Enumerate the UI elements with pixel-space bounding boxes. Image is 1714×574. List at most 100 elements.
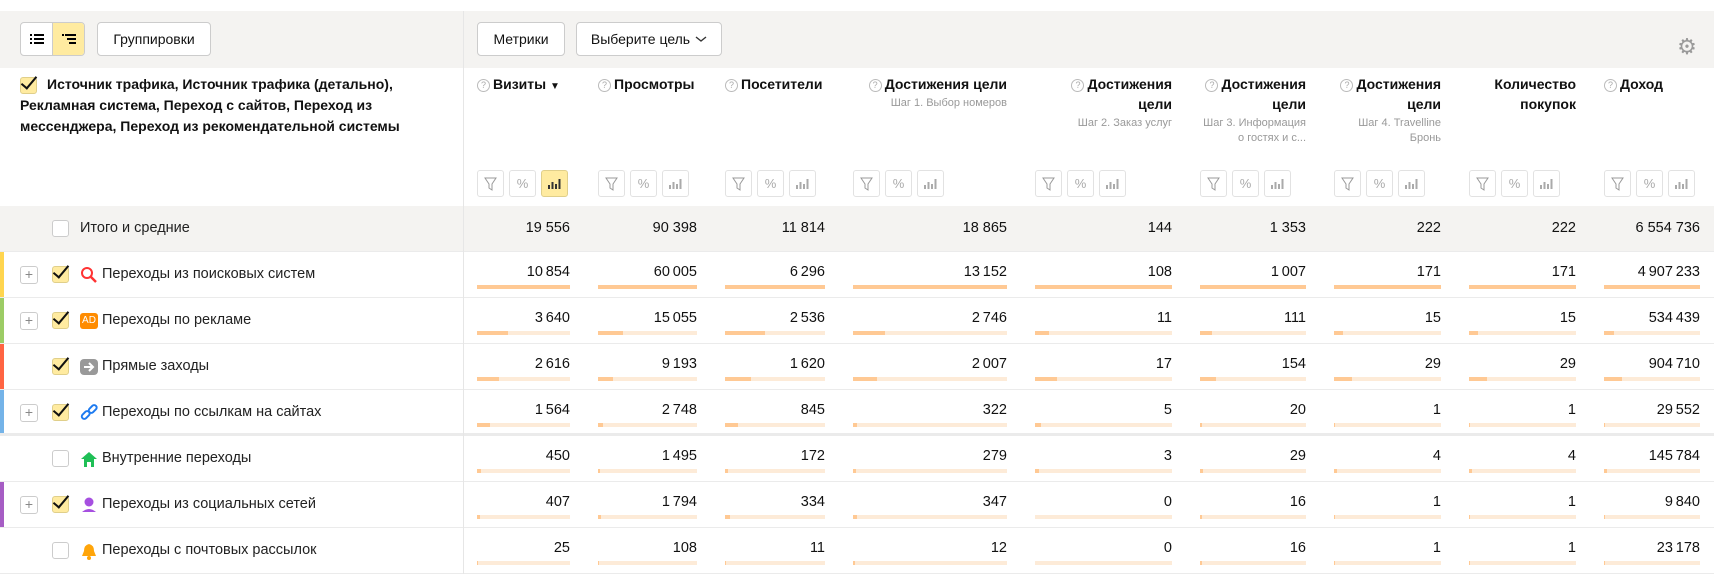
row-checkbox[interactable]	[52, 266, 69, 283]
value-bar-fill	[1035, 469, 1039, 473]
percent-icon[interactable]: %	[1501, 170, 1528, 197]
row-checkbox[interactable]	[52, 312, 69, 329]
tree-view-button[interactable]	[52, 23, 84, 55]
filter-icon[interactable]	[598, 170, 625, 197]
filter-icon[interactable]	[725, 170, 752, 197]
column-header[interactable]: ? Посетители	[725, 74, 825, 94]
row-value: 3 640	[534, 310, 570, 326]
bars-icon[interactable]	[789, 170, 816, 197]
bars-icon[interactable]	[917, 170, 944, 197]
column-tools: %	[725, 170, 816, 197]
row-value: 1	[1567, 402, 1576, 418]
percent-icon[interactable]: %	[1636, 170, 1663, 197]
help-icon[interactable]: ?	[477, 79, 490, 92]
column-tools: %	[477, 170, 568, 197]
column-header[interactable]: ? Достижения цели Шаг 1. Выбор номеров	[853, 74, 1007, 111]
bars-icon[interactable]	[1533, 170, 1560, 197]
table-row[interactable]: + AD Переходы по рекламе 3 640 15 055 2 536 2 …	[0, 298, 1714, 344]
value-bar	[598, 561, 697, 565]
expand-button[interactable]: +	[20, 312, 38, 330]
percent-icon[interactable]: %	[1067, 170, 1094, 197]
column-subtitle: Шаг 4. Travelline Бронь	[1358, 117, 1441, 144]
percent-icon[interactable]: %	[757, 170, 784, 197]
value-bar	[598, 285, 697, 289]
filter-icon[interactable]	[1604, 170, 1631, 197]
help-icon[interactable]: ?	[1604, 79, 1617, 92]
column-header[interactable]: ? Достижения цели Шаг 2. Заказ услуг	[1035, 74, 1172, 131]
table-row[interactable]: + Переходы по ссылкам на сайтах 1 564 2 748…	[0, 390, 1714, 436]
gear-icon[interactable]: ⚙	[1677, 34, 1697, 59]
value-bar	[477, 377, 570, 381]
filter-icon[interactable]	[1035, 170, 1062, 197]
filter-icon[interactable]	[477, 170, 504, 197]
value-bar-fill	[1604, 469, 1607, 473]
filter-icon[interactable]	[1334, 170, 1361, 197]
row-checkbox[interactable]	[52, 542, 69, 559]
expand-button[interactable]: +	[20, 496, 38, 514]
row-value: 60 005	[653, 264, 697, 280]
bars-icon[interactable]	[1099, 170, 1126, 197]
column-header[interactable]: ? Просмотры	[598, 74, 697, 94]
table-row[interactable]: Внутренние переходы 450 1 495 172 279 3 29 4 4 14…	[0, 436, 1714, 482]
groupings-button[interactable]: Группировки	[97, 22, 211, 56]
value-bar-fill	[477, 377, 500, 381]
row-color-stripe	[0, 482, 4, 527]
total-value: 19 556	[525, 220, 570, 236]
percent-icon[interactable]: %	[630, 170, 657, 197]
totals-row: Итого и средние 19 556 90 398 11 814 18 865…	[0, 206, 1714, 252]
filter-icon[interactable]	[853, 170, 880, 197]
column-title: Достижения цели	[1356, 76, 1441, 112]
row-value: 15 055	[653, 310, 697, 326]
sort-desc-icon[interactable]: ▼	[550, 81, 560, 92]
table-row[interactable]: + Переходы из поисковых систем 10 854 60 00…	[0, 252, 1714, 298]
value-bar-fill	[1469, 515, 1471, 519]
bars-icon[interactable]	[541, 170, 568, 197]
help-icon[interactable]: ?	[1071, 79, 1085, 92]
column-header[interactable]: Количество покупок	[1469, 74, 1576, 114]
help-icon[interactable]: ?	[598, 79, 611, 92]
value-bar	[1604, 285, 1700, 289]
table-row[interactable]: Переходы с почтовых рассылок 25 108 11 12 0 16…	[0, 528, 1714, 574]
totals-checkbox[interactable]	[52, 220, 69, 237]
goal-select[interactable]: Выберите цель	[576, 22, 722, 56]
percent-icon[interactable]: %	[885, 170, 912, 197]
expand-button[interactable]: +	[20, 266, 38, 284]
table-row[interactable]: Прямые заходы 2 616 9 193 1 620 2 007 17 154 29…	[0, 344, 1714, 390]
bars-icon[interactable]	[1398, 170, 1425, 197]
column-header[interactable]: ? Достижения цели Шаг 3. Информация о гост…	[1200, 74, 1306, 146]
help-icon[interactable]: ?	[1205, 79, 1219, 92]
value-bar	[598, 377, 697, 381]
value-bar	[1200, 469, 1306, 473]
row-checkbox[interactable]	[52, 450, 69, 467]
row-checkbox[interactable]	[52, 358, 69, 375]
percent-icon[interactable]: %	[1232, 170, 1259, 197]
list-view-button[interactable]	[21, 23, 52, 55]
help-icon[interactable]: ?	[868, 79, 882, 92]
percent-icon[interactable]: %	[509, 170, 536, 197]
metrics-button[interactable]: Метрики	[477, 22, 565, 56]
bars-icon[interactable]	[662, 170, 689, 197]
expand-button[interactable]: +	[20, 404, 38, 422]
help-icon[interactable]: ?	[1340, 79, 1354, 92]
value-bar	[853, 285, 1007, 289]
bars-icon[interactable]	[1668, 170, 1695, 197]
value-bar-fill	[598, 285, 697, 289]
value-bar	[1604, 561, 1700, 565]
column-tools: %	[598, 170, 689, 197]
filter-icon[interactable]	[1200, 170, 1227, 197]
percent-icon[interactable]: %	[1366, 170, 1393, 197]
view-toggle[interactable]	[20, 22, 85, 56]
row-checkbox[interactable]	[52, 404, 69, 421]
value-bar	[477, 423, 570, 427]
bars-icon[interactable]	[1264, 170, 1291, 197]
column-header[interactable]: ? Визиты ▼	[477, 74, 570, 97]
value-bar-fill	[598, 561, 600, 565]
table-row[interactable]: + Переходы из социальных сетей 407 1 794 334…	[0, 482, 1714, 528]
column-header[interactable]: ? Достижения цели Шаг 4. Travelline Бронь	[1334, 74, 1441, 146]
select-all-checkbox[interactable]	[20, 76, 37, 94]
row-value: 29	[1289, 448, 1306, 464]
column-header[interactable]: ? Доход	[1604, 74, 1700, 94]
help-icon[interactable]: ?	[725, 79, 738, 92]
filter-icon[interactable]	[1469, 170, 1496, 197]
row-checkbox[interactable]	[52, 496, 69, 513]
